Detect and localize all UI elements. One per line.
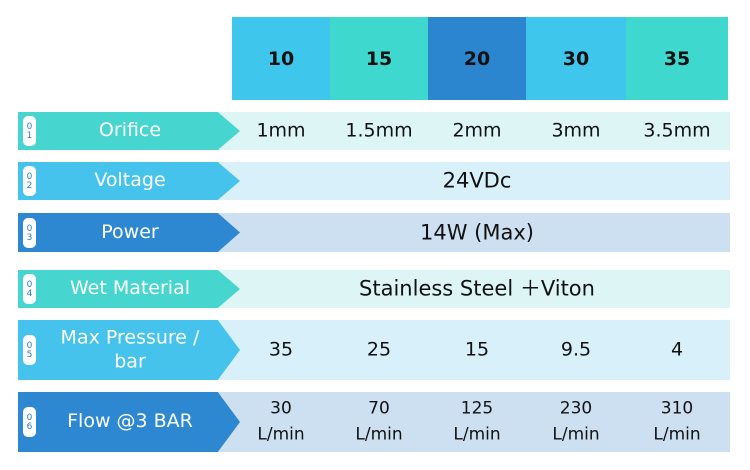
row-label: 02 Voltage [18, 162, 240, 200]
row-band [200, 112, 730, 150]
cell-value: 3mm [551, 119, 601, 142]
row-number: 04 [23, 274, 36, 304]
header-cell: 20 [428, 17, 526, 100]
row-label: 05 Max Pressure / bar [18, 320, 240, 380]
row-number: 06 [23, 407, 36, 437]
row-number: 01 [23, 116, 36, 146]
cell-value: 25 [366, 338, 392, 361]
row-band [200, 270, 730, 308]
row-label: 03 Power [18, 213, 240, 252]
row-number: 02 [23, 166, 36, 196]
row-name: Power [101, 220, 159, 243]
cell-value: 310 L/min [653, 398, 701, 445]
header-cell: 10 [232, 17, 330, 100]
cell-value: 230 L/min [552, 398, 600, 445]
row-band [200, 320, 730, 380]
row-name: Voltage [94, 169, 166, 192]
cell-value: 1mm [256, 119, 306, 142]
header-cell: 35 [626, 17, 728, 100]
cell-value: 9.5 [560, 338, 592, 361]
cell-value: 30 L/min [257, 398, 305, 445]
row-band [200, 392, 730, 452]
cell-value: 3.5mm [643, 119, 711, 142]
cell-value: 125 L/min [453, 398, 501, 445]
cell-value: 4 [670, 338, 684, 361]
span-value: 24VDc [442, 168, 512, 193]
header-cell: 30 [526, 17, 626, 100]
cell-value: 2mm [452, 119, 502, 142]
row-label: 04 Wet Material [18, 270, 240, 308]
row-label: 01 Orifice [18, 112, 240, 150]
row-label: 06 Flow @3 BAR [18, 392, 240, 452]
row-name: Orifice [98, 119, 162, 142]
header-cell: 15 [330, 17, 428, 100]
cell-value: 15 [464, 338, 490, 361]
row-number: 03 [23, 217, 36, 248]
row-band [200, 213, 730, 252]
row-name: Max Pressure / bar [60, 326, 200, 372]
cell-value: 35 [268, 338, 294, 361]
cell-value: 70 L/min [355, 398, 403, 445]
row-number: 05 [23, 335, 36, 365]
row-name: Flow @3 BAR [67, 410, 193, 433]
cell-value: 1.5mm [345, 119, 413, 142]
row-band [200, 162, 730, 200]
row-name: Wet Material [69, 277, 191, 300]
span-value: Stainless Steel ＋Viton [359, 276, 595, 301]
span-value: 14W (Max) [420, 220, 534, 245]
